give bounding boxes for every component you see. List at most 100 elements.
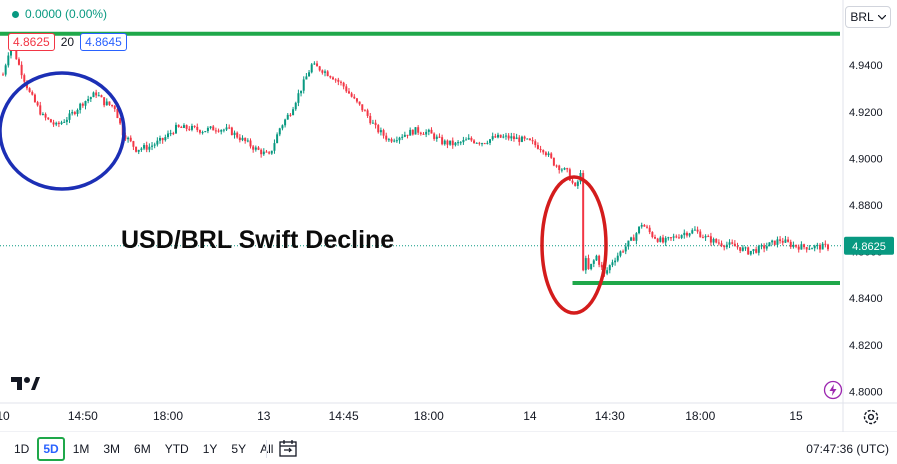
candle-body xyxy=(363,110,366,112)
candle-body xyxy=(209,126,212,128)
candle-body xyxy=(459,142,462,144)
range-button-1d[interactable]: 1D xyxy=(14,442,30,456)
candle-body xyxy=(489,139,492,143)
candle-body xyxy=(688,233,691,236)
candle-body xyxy=(669,237,672,239)
candle-body xyxy=(358,101,361,105)
lightning-icon[interactable] xyxy=(823,380,843,405)
candle-body xyxy=(526,138,529,140)
candle-body xyxy=(648,227,651,233)
candle-body xyxy=(449,140,452,145)
candle-body xyxy=(329,76,332,78)
candle-body xyxy=(57,122,60,124)
candle-body xyxy=(725,244,728,248)
candle-body xyxy=(749,250,752,255)
candle-body xyxy=(379,130,382,133)
candle-body xyxy=(675,236,678,238)
candle-body xyxy=(174,124,177,134)
candle-body xyxy=(353,96,356,99)
candle-body xyxy=(736,246,739,248)
spread-value: 20 xyxy=(60,35,75,49)
candle-body xyxy=(701,237,704,239)
range-button-6m[interactable]: 6M xyxy=(134,442,151,456)
bid-price[interactable]: 4.8625 xyxy=(8,33,55,51)
candle-body xyxy=(241,137,244,141)
candle-body xyxy=(47,117,50,120)
candle-body xyxy=(656,238,659,242)
candle-body xyxy=(797,246,800,250)
clock-label[interactable]: 07:47:36 (UTC) xyxy=(806,442,889,456)
candle-body xyxy=(627,240,630,247)
candle-body xyxy=(270,150,273,154)
range-button-3m[interactable]: 3M xyxy=(103,442,121,456)
candle-body xyxy=(595,255,598,261)
candle-body xyxy=(662,237,664,243)
candle-body xyxy=(278,128,281,135)
candle-body xyxy=(377,125,380,133)
range-button-5d[interactable]: 5D xyxy=(37,437,65,461)
x-tick-label: 13 xyxy=(257,409,271,423)
candle-body xyxy=(552,157,555,166)
red-ellipse-annotation[interactable] xyxy=(540,175,608,315)
range-button-1m[interactable]: 1M xyxy=(72,442,90,456)
candle-body xyxy=(654,237,657,239)
candle-body xyxy=(685,232,688,236)
candle-body xyxy=(161,137,164,141)
range-button-ytd[interactable]: YTD xyxy=(164,442,189,456)
candle-body xyxy=(193,125,196,127)
x-tick-label: 15 xyxy=(789,409,803,423)
candle-body xyxy=(337,79,340,82)
candle-body xyxy=(792,244,795,247)
ask-price[interactable]: 4.8645 xyxy=(80,33,127,51)
candle-body xyxy=(409,129,412,136)
calendar-compare-icon[interactable] xyxy=(278,439,298,464)
candle-body xyxy=(52,122,55,125)
y-tick-label: 4.9400 xyxy=(849,60,883,72)
candle-body xyxy=(467,137,470,140)
candle-body xyxy=(281,125,284,129)
candle-body xyxy=(542,150,545,153)
y-tick-label: 4.9200 xyxy=(849,107,883,119)
candle-body xyxy=(547,153,550,156)
candle-body xyxy=(44,113,47,118)
tradingview-logo-icon[interactable] xyxy=(10,374,40,397)
toolbar-separator xyxy=(266,440,267,458)
candle-body xyxy=(723,245,726,248)
candle-body xyxy=(167,133,169,138)
candle-body xyxy=(145,145,148,150)
candle-body xyxy=(473,140,476,143)
range-button-5y[interactable]: 5Y xyxy=(231,442,247,456)
candle-body xyxy=(387,139,390,141)
candle-body xyxy=(560,169,563,171)
candle-body xyxy=(614,260,617,263)
candle-body xyxy=(739,247,742,251)
candle-body xyxy=(430,129,433,134)
candle-body xyxy=(733,243,736,247)
gear-icon[interactable] xyxy=(862,408,880,431)
change-text: 0.0000 (0.00%) xyxy=(25,7,108,21)
candle-body xyxy=(105,101,108,106)
candle-body xyxy=(206,127,209,132)
blue-ellipse-annotation[interactable] xyxy=(0,71,126,191)
candle-body xyxy=(169,133,172,135)
candle-body xyxy=(630,237,633,241)
candle-body xyxy=(103,97,106,106)
candle-body xyxy=(518,137,521,142)
candle-body xyxy=(156,140,159,145)
candle-body xyxy=(305,76,308,80)
candle-body xyxy=(355,98,358,102)
y-axis-ticks: 4.96004.94004.92004.90004.88004.86004.84… xyxy=(849,14,883,399)
candle-body xyxy=(486,142,489,144)
range-buttons: 1D5D1M3M6MYTD1Y5YAll xyxy=(8,437,279,461)
candle-body xyxy=(417,127,420,133)
currency-selector[interactable]: BRL xyxy=(845,6,891,28)
candle-body xyxy=(576,181,579,186)
range-button-1y[interactable]: 1Y xyxy=(202,442,218,456)
candle-body xyxy=(374,122,377,126)
candle-body xyxy=(709,236,712,243)
candle-body xyxy=(510,136,513,139)
candle-body xyxy=(273,143,276,151)
bottom-toolbar: 1D5D1M3M6MYTD1Y5YAll 07:47:36 (UTC) xyxy=(0,432,897,464)
currency-label: BRL xyxy=(850,10,874,24)
